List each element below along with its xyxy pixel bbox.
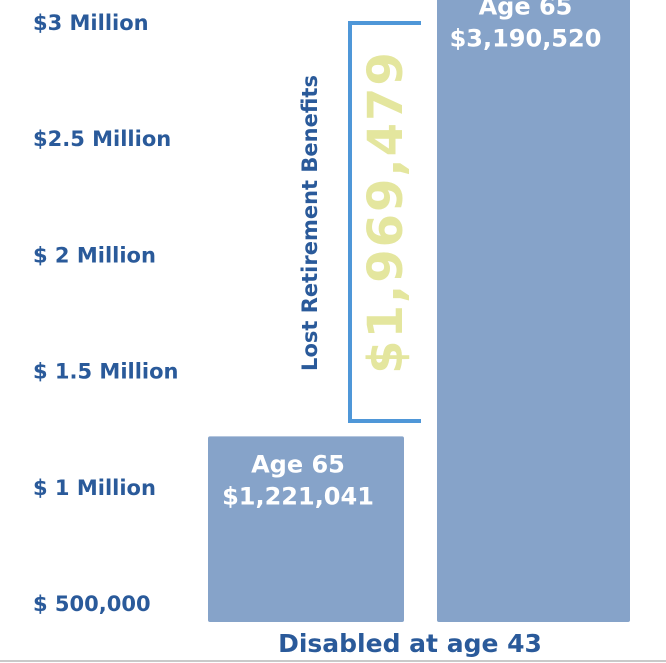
bar-1 bbox=[208, 436, 404, 622]
lost-benefits-value: $1,969,479 bbox=[358, 50, 414, 374]
bar-data-label: Age 65 bbox=[251, 450, 345, 478]
lost-benefits-bracket: Lost Retirement Benefits $1,969,479 bbox=[298, 21, 421, 423]
bar-data-label: Age 65 bbox=[479, 0, 573, 21]
y-tick-label: $2.5 Million bbox=[33, 127, 171, 151]
bar-data-label: $1,221,041 bbox=[222, 482, 374, 510]
lost-benefits-label: Lost Retirement Benefits bbox=[298, 75, 322, 371]
y-tick-label: $ 2 Million bbox=[33, 243, 156, 267]
x-axis-caption: Disabled at age 43 bbox=[278, 629, 542, 658]
difference-bracket bbox=[348, 21, 421, 423]
y-tick-label: $ 1.5 Million bbox=[33, 360, 179, 384]
y-tick-label: $ 500,000 bbox=[33, 592, 151, 616]
y-axis: $ 500,000 $ 1 Million $ 1.5 Million $ 2 Mil… bbox=[33, 11, 179, 616]
y-tick-label: $3 Million bbox=[33, 11, 149, 35]
y-tick-label: $ 1 Million bbox=[33, 476, 156, 500]
bar-2 bbox=[437, 0, 630, 622]
bar-data-label: $3,190,520 bbox=[450, 25, 602, 53]
bars: Age 65 $1,221,041 Age 65 $3,190,520 bbox=[208, 0, 630, 622]
